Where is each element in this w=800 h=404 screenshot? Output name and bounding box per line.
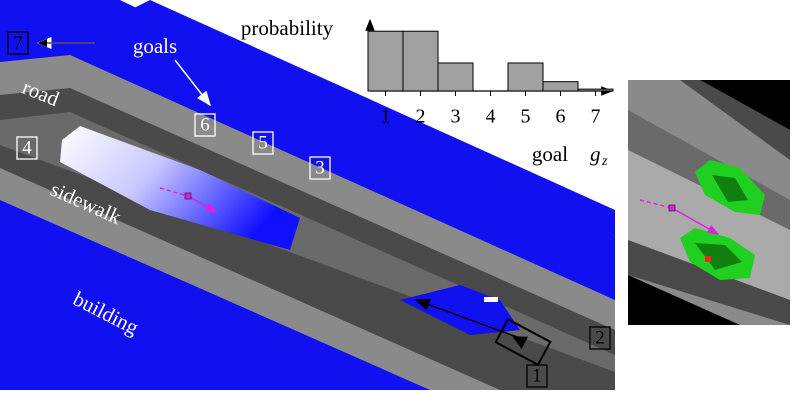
x-tick-label: 2 [416,106,426,128]
x-axis-symbol-sub: z [601,154,608,169]
bar [507,62,544,92]
pedestrian [184,192,192,200]
building-edge [120,0,615,236]
goal-number: 7 [13,32,23,53]
bar [402,30,439,92]
goal-box [7,31,29,55]
y-axis-label: probability [241,16,334,40]
goal-markers: 1 2 3 4 5 6 7 [7,31,611,388]
histogram: probability goal g z 1 2 3 4 5 6 7 [241,16,614,169]
x-tick-label: 3 [451,106,461,128]
goal-box [16,136,38,160]
goal-number: 2 [595,327,605,348]
x-axis-label: goal [532,142,568,166]
goal-arrow [174,59,211,107]
x-tick-label: 4 [486,106,496,128]
goal-number: 1 [532,365,542,386]
x-axis-symbol: g [590,142,601,166]
bar [437,62,474,92]
x-tick-label: 1 [381,106,391,128]
goal-box [252,131,274,155]
goal-number: 6 [200,114,210,135]
goal-box [526,364,548,388]
x-tick-label: 7 [591,106,601,128]
goals-label: goals [133,34,177,58]
vehicle-heading [414,299,526,341]
x-tick-label: 6 [556,106,566,128]
bar [577,88,614,92]
goal-box [309,156,331,180]
bar [367,30,404,92]
x-tick-label: 5 [521,106,531,128]
prediction-blob [60,126,300,250]
past-path [159,187,189,197]
predicted-path [187,195,218,213]
goal-number: 3 [315,157,325,178]
goal-box [194,113,216,137]
goal-box [589,326,611,350]
goal-number: 5 [258,132,268,153]
obstacle [484,297,498,302]
bar [542,81,579,92]
goal-number: 4 [22,137,32,158]
inset [628,80,790,325]
